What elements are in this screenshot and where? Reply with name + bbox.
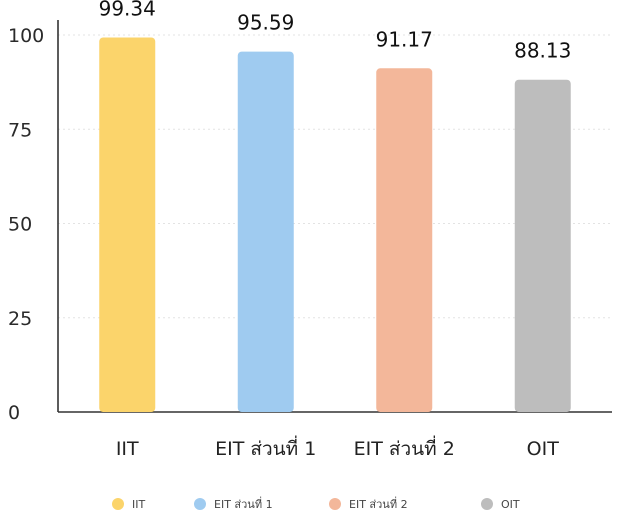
legend-label: EIT ส่วนที่ 1: [214, 496, 273, 511]
data-label: 95.59: [237, 11, 294, 35]
y-tick-label: 25: [8, 308, 32, 330]
legend-swatch: [329, 498, 341, 510]
data-label: 88.13: [514, 39, 571, 63]
category-label: IIT: [116, 438, 139, 460]
data-label: 99.34: [99, 0, 156, 20]
bar: [237, 51, 294, 412]
category-label: OIT: [527, 438, 560, 460]
bars: [99, 37, 571, 413]
category-label: EIT ส่วนที่ 2: [354, 435, 455, 460]
data-label: 91.17: [376, 27, 433, 51]
y-tick-label: 0: [8, 402, 20, 424]
legend-swatch: [112, 498, 124, 510]
y-tick-label: 100: [8, 25, 44, 47]
y-tick-label: 50: [8, 214, 32, 236]
legend-label: EIT ส่วนที่ 2: [349, 496, 408, 511]
data-labels: 99.34 95.59 91.17 88.13: [99, 0, 572, 63]
bar: [376, 68, 433, 413]
legend: IIT EIT ส่วนที่ 1 EIT ส่วนที่ 2 OIT: [112, 496, 520, 511]
legend-label: IIT: [132, 498, 145, 511]
y-tick-label: 75: [8, 119, 32, 141]
legend-swatch: [194, 498, 206, 510]
category-label: EIT ส่วนที่ 1: [215, 435, 316, 460]
bar: [99, 37, 156, 413]
bar: [514, 79, 571, 412]
legend-label: OIT: [501, 498, 520, 511]
legend-swatch: [481, 498, 493, 510]
category-labels: IIT EIT ส่วนที่ 1 EIT ส่วนที่ 2 OIT: [116, 435, 559, 460]
y-tick-labels: 0 25 50 75 100: [8, 25, 44, 424]
